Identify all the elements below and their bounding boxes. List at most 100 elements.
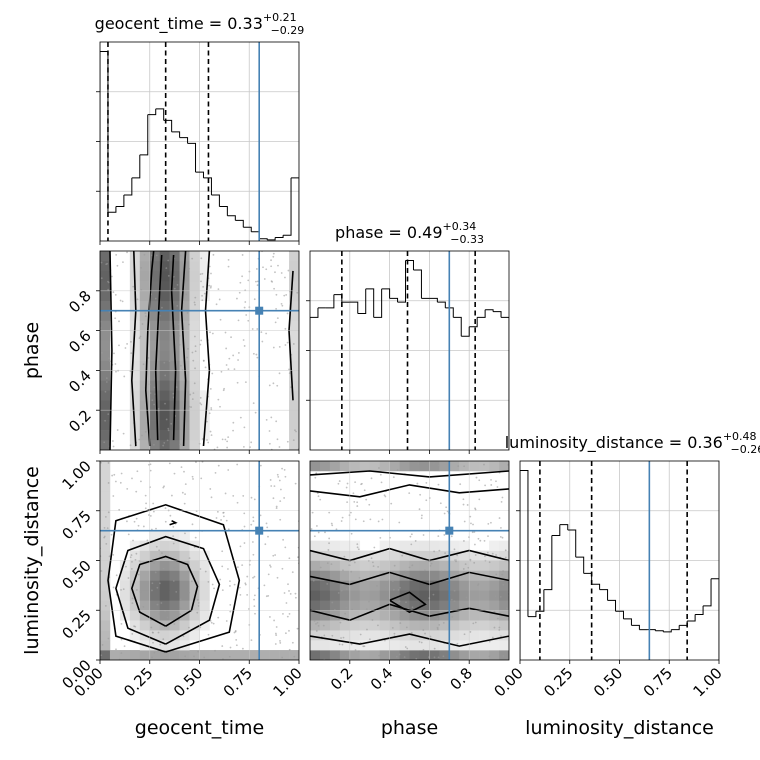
sample-point [144, 430, 147, 433]
hist-bin-12 [615, 610, 624, 619]
density-cell [149, 270, 160, 282]
density-cell [139, 440, 151, 450]
density-cell [499, 640, 509, 651]
sample-point [327, 549, 330, 551]
density-cell [339, 550, 351, 561]
sample-point [127, 533, 130, 536]
density-cell [419, 550, 430, 561]
sample-point [488, 640, 491, 643]
sample-point [104, 390, 107, 393]
sample-point [317, 495, 320, 498]
density-cell [379, 640, 390, 651]
density-cell [149, 320, 160, 331]
density-cell [499, 630, 509, 641]
sample-point [337, 592, 340, 594]
sample-point [331, 634, 334, 637]
density-cell [159, 410, 170, 421]
sample-point [410, 543, 413, 546]
sample-point [315, 630, 318, 632]
density-cell [359, 560, 370, 571]
density-cell [179, 570, 190, 581]
sample-point [151, 582, 154, 585]
density-cell [129, 340, 141, 351]
sample-point [191, 475, 194, 478]
hist-bin-23 [283, 177, 292, 236]
sample-point [201, 294, 203, 297]
density-cell [469, 620, 480, 631]
sample-point [463, 571, 465, 574]
sample-point [501, 496, 504, 499]
sample-point [137, 573, 140, 576]
density-cell [100, 390, 111, 401]
density-cell [419, 570, 430, 581]
density-cell [199, 270, 210, 282]
sample-point [108, 357, 110, 360]
density-cell [179, 550, 190, 561]
density-cell [149, 300, 160, 311]
sample-point [146, 539, 149, 542]
sample-point [372, 565, 375, 568]
sample-point [440, 570, 443, 573]
density-cell [129, 560, 141, 571]
sample-point [281, 304, 284, 307]
density-cell [379, 620, 390, 631]
sample-point [391, 626, 394, 629]
density-cell [399, 461, 410, 472]
density-cell [439, 461, 450, 472]
density-cell [389, 461, 400, 472]
sample-point [167, 259, 170, 262]
sample-point [282, 612, 284, 615]
hist-bin-20 [259, 238, 268, 240]
sample-point [344, 655, 347, 657]
sample-point [288, 368, 290, 371]
sample-point [488, 655, 491, 658]
sample-point [106, 262, 109, 265]
sample-point [144, 507, 147, 510]
density-cell [100, 580, 111, 591]
density-cell [439, 620, 450, 631]
x-tick-label: 0.25 [540, 664, 576, 700]
density-cell [439, 650, 450, 660]
density-cell [349, 590, 361, 601]
sample-point [162, 567, 165, 570]
density-cell [289, 251, 299, 262]
sample-point [276, 473, 279, 476]
density-cell [129, 540, 141, 551]
sample-point [114, 363, 117, 365]
sample-point [208, 265, 211, 268]
density-cell [149, 610, 160, 621]
sample-point [319, 498, 322, 501]
density-cell [329, 600, 341, 611]
panel2d-geocent_time-phase [96, 250, 300, 454]
hist-bin-8 [373, 288, 383, 318]
sample-point [119, 481, 122, 484]
sample-point [100, 570, 103, 572]
hist-bin-10 [389, 297, 399, 303]
sample-point [438, 549, 441, 552]
sample-point [445, 506, 448, 509]
sample-point [215, 303, 218, 306]
density-cell [289, 430, 299, 441]
sample-point [465, 596, 468, 599]
sample-point [222, 515, 225, 518]
hist-bin-12 [195, 171, 204, 178]
contour-2 [107, 503, 241, 653]
sample-point [474, 621, 477, 624]
density-cell [199, 400, 210, 411]
x-tick-label: 0.50 [590, 664, 626, 700]
y-tick-label: 0.50 [58, 557, 94, 593]
sample-point [169, 514, 172, 517]
sample-point [164, 610, 166, 613]
sample-point [354, 518, 357, 521]
hist-bin-20 [469, 317, 478, 328]
sample-point [330, 563, 333, 566]
density-cell [359, 640, 370, 651]
density-cell [159, 610, 170, 621]
sample-point [400, 614, 403, 617]
sample-point [155, 527, 157, 530]
sample-point [188, 323, 190, 326]
density-cell [189, 251, 200, 262]
density-cell [379, 461, 390, 472]
density-cell [459, 620, 470, 631]
density-cell [289, 320, 299, 331]
